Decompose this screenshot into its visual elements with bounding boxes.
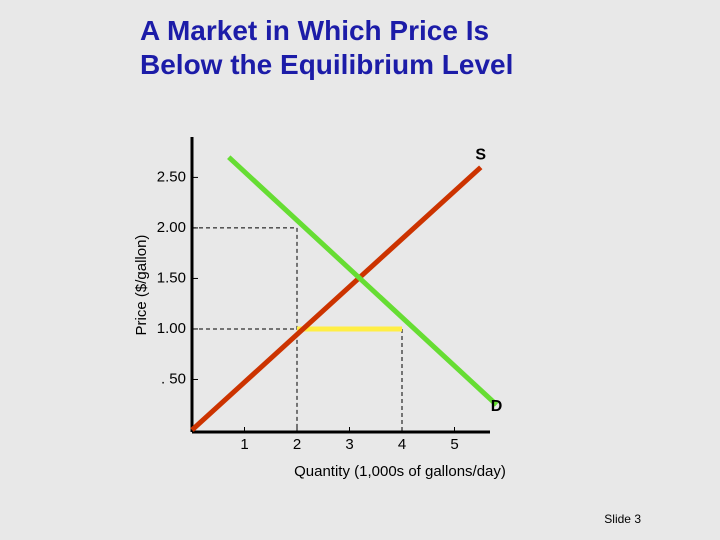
series-label: S	[475, 147, 486, 164]
x-tick-label: 1	[240, 436, 248, 453]
y-tick-label: 1.50	[157, 269, 186, 286]
y-tick-label: 2.00	[157, 219, 186, 236]
x-tick-label: 2	[293, 436, 301, 453]
y-axis-label: Price ($/gallon)	[133, 235, 150, 336]
x-tick-label: 5	[450, 436, 458, 453]
series-line	[227, 155, 499, 407]
y-tick-label: 1.00	[157, 320, 186, 337]
series-label: D	[491, 398, 503, 415]
y-tick-label: . 50	[161, 370, 186, 387]
x-tick-label: 4	[398, 436, 406, 453]
y-tick-label: 2.50	[157, 168, 186, 185]
chart-title: A Market in Which Price Is Below the Equ…	[140, 15, 514, 80]
x-tick-label: 3	[345, 436, 353, 453]
series-line	[190, 165, 483, 432]
x-axis-label: Quantity (1,000s of gallons/day)	[294, 463, 506, 480]
slide-number: Slide 3	[604, 512, 641, 526]
